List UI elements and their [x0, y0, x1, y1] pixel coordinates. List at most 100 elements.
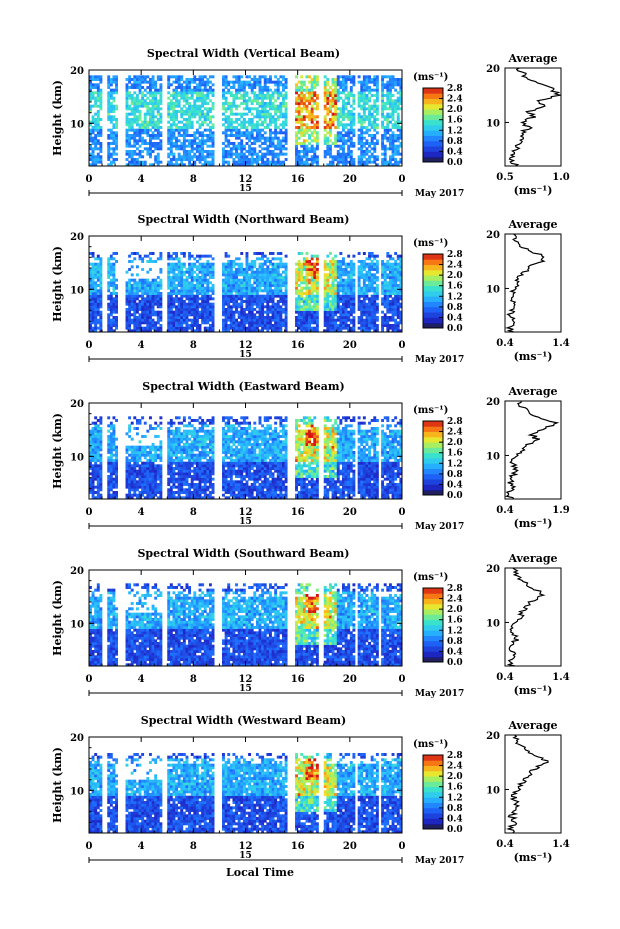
heatmap-cell [232, 276, 236, 279]
heatmap-cell [195, 144, 199, 148]
heatmap-cell [237, 289, 241, 293]
heatmap-cell [109, 91, 113, 95]
heatmap-cell [279, 94, 283, 97]
heatmap-cell [99, 107, 103, 111]
heatmap-cell [279, 163, 283, 167]
heatmap-cell [190, 80, 194, 84]
heatmap-cell [349, 112, 353, 116]
heatmap-cell [198, 150, 202, 153]
heatmap-cell [352, 273, 356, 277]
heatmap-cell [99, 302, 103, 306]
heatmap-cell [274, 270, 278, 274]
heatmap-cell [399, 80, 403, 84]
heatmap-cell [177, 270, 181, 274]
heatmap-cell [336, 310, 340, 314]
heatmap-cell [370, 147, 374, 151]
heatmap-cell [347, 123, 351, 127]
heatmap-cell [112, 300, 116, 303]
heatmap-cell [109, 329, 113, 333]
heatmap-cell [302, 163, 306, 167]
heatmap-cell [195, 294, 199, 298]
heatmap-cell [339, 297, 343, 301]
heatmap-cell [143, 112, 147, 116]
heatmap-cell [224, 300, 228, 303]
heatmap-cell [208, 286, 212, 290]
heatmap-cell [135, 163, 139, 167]
heatmap-cell [185, 305, 189, 309]
heatmap-cell [399, 144, 403, 148]
heatmap-cell [182, 252, 186, 255]
heatmap-cell [383, 144, 387, 148]
heatmap-cell [331, 78, 335, 81]
heatmap-cell [227, 297, 231, 301]
heatmap-cell [206, 305, 210, 309]
heatmap-cell [206, 155, 210, 159]
heatmap-cell [368, 289, 371, 293]
heatmap-cell [352, 302, 356, 306]
heatmap-cell [198, 278, 202, 282]
heatmap-cell [190, 104, 194, 108]
heatmap-cell [383, 83, 387, 87]
heatmap-cell [362, 80, 366, 84]
heatmap-cell [94, 126, 98, 129]
heatmap-cell [284, 270, 288, 274]
heatmap-cell [112, 96, 116, 100]
heatmap-cell [185, 310, 189, 314]
heatmap-cell [352, 123, 356, 127]
heatmap-cell [305, 150, 309, 153]
heatmap-cell [154, 123, 158, 127]
heatmap-cell [89, 270, 92, 274]
heatmap-cell [386, 123, 390, 127]
heatmap-cell [308, 158, 312, 161]
heatmap-cell [310, 104, 314, 108]
heatmap-cell [154, 94, 158, 97]
heatmap-cell [370, 112, 374, 116]
heatmap-cell [242, 313, 246, 317]
heatmap-cell [240, 163, 244, 167]
heatmap-cell [349, 326, 353, 330]
heatmap-cell [253, 123, 257, 127]
heatmap-cell [89, 329, 92, 333]
heatmap-cell [305, 144, 309, 148]
heatmap-cell [224, 281, 228, 285]
heatmap-cell [391, 131, 395, 135]
heatmap-cell [360, 118, 364, 121]
heatmap-cell [279, 278, 283, 282]
heatmap-cell [206, 265, 210, 269]
heatmap-cell [180, 289, 184, 293]
heatmap-cell [310, 94, 314, 97]
heatmap-cell [357, 276, 361, 279]
heatmap-cell [245, 160, 249, 164]
heatmap-cell [394, 152, 398, 156]
heatmap-cell [388, 163, 392, 167]
heatmap-cell [271, 273, 275, 277]
heatmap-cell [368, 110, 371, 113]
heatmap-cell [255, 278, 259, 282]
heatmap-cell [339, 110, 343, 113]
heatmap-cell [381, 94, 385, 97]
heatmap-cell [193, 107, 197, 111]
heatmap-cell [99, 91, 103, 95]
heatmap-cell [211, 302, 215, 306]
heatmap-cell [156, 294, 160, 298]
heatmap-cell [224, 270, 228, 274]
heatmap-cell [182, 118, 186, 121]
heatmap-cell [342, 273, 345, 277]
heatmap-cell [388, 155, 392, 159]
heatmap-cell [268, 136, 272, 140]
heatmap-cell [261, 96, 265, 100]
heatmap-cell [352, 115, 356, 119]
average-x-tick-label: 1.0 [552, 172, 569, 183]
heatmap-cell [135, 160, 139, 164]
heatmap-cell [255, 292, 259, 295]
heatmap-cell [386, 326, 390, 330]
heatmap-cell [206, 286, 210, 290]
heatmap-cell [175, 112, 178, 116]
heatmap-cell [261, 313, 265, 317]
heatmap-cell [193, 139, 197, 143]
heatmap-cell [240, 155, 244, 159]
heatmap-cell [146, 292, 150, 295]
heatmap-cell [99, 313, 103, 317]
heatmap-cell [394, 83, 398, 87]
heatmap-cell [362, 110, 366, 113]
